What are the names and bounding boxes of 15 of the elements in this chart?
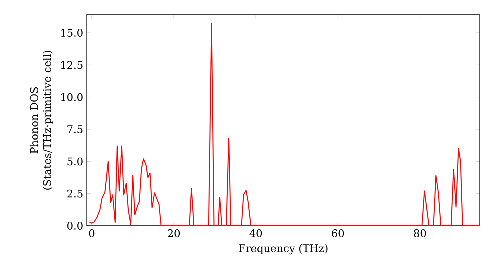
x-tick-label: 0	[89, 230, 95, 238]
y-tick-label: 2.5	[68, 190, 83, 198]
x-tick-label: 40	[250, 230, 262, 238]
y-tick-label: 0.0	[68, 222, 83, 230]
y-tick-label: 5.0	[68, 158, 83, 166]
x-tick-label: 80	[414, 230, 426, 238]
x-tick-label: 20	[168, 230, 180, 238]
y-tick-label: 15.0	[61, 29, 83, 37]
line-series	[89, 24, 480, 226]
y-tick-label: 10.0	[61, 93, 83, 102]
y-tick-label: 12.5	[61, 61, 83, 70]
x-tick-label: 60	[332, 230, 344, 238]
y-tick-label: 7.5	[68, 126, 83, 134]
y-axis-title: Phonon DOS (States/THz·primitive cell)	[30, 51, 54, 190]
x-axis-title: Frequency (THz)	[239, 244, 328, 255]
